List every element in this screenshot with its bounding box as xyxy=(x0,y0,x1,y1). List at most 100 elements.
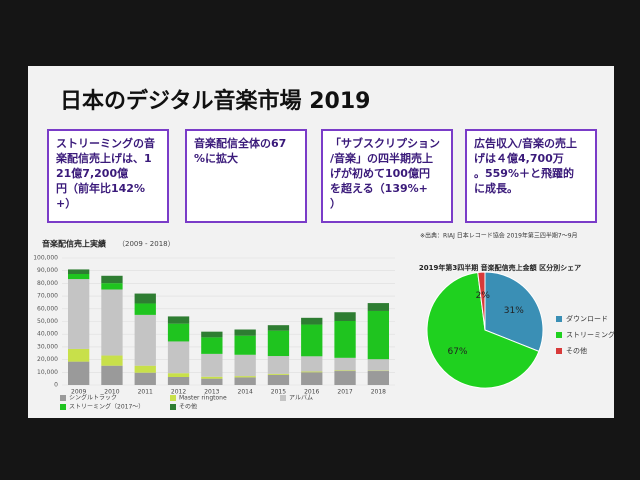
source: ※出典：RIAJ 日本レコード協会 2019年第三四半期7～9月 xyxy=(420,232,578,240)
legend-swatch xyxy=(556,316,562,322)
y-tick-label: 70,000 xyxy=(37,293,58,300)
bar-segment xyxy=(301,372,323,385)
bar-segment xyxy=(201,337,223,354)
chart-title: 音楽配信売上実績 xyxy=(42,239,106,249)
bar-segment xyxy=(301,371,323,373)
bar-segment xyxy=(267,330,290,357)
bar-segment xyxy=(301,324,323,357)
bar-segment xyxy=(167,316,190,324)
info-box xyxy=(185,129,307,223)
pie-label: 67% xyxy=(447,347,467,357)
bar-segment xyxy=(134,303,156,315)
y-tick-label: 80,000 xyxy=(37,280,58,287)
legend-swatch xyxy=(556,332,562,338)
legend-label: ストリーミング xyxy=(566,330,615,339)
bar-segment xyxy=(201,376,223,379)
x-tick-label: 2012 xyxy=(171,389,186,396)
info-text: ストリーミングの音楽配信売上げは、1 21億7,200億円（前年比142% +） xyxy=(55,136,155,210)
legend-label: Master ringtone xyxy=(179,395,227,402)
legend-swatch xyxy=(60,395,66,401)
bar-segment xyxy=(234,335,256,355)
bar-segment xyxy=(67,348,90,362)
chart-subtitle: （2009 - 2018） xyxy=(118,240,175,248)
legend-label: ストリーミング（2017～） xyxy=(69,403,144,411)
pie-title: 2019年第3四半期 音楽配信売上金額 区分別シェア xyxy=(419,263,581,272)
bar-segment xyxy=(167,341,190,374)
pie-slice xyxy=(484,271,544,353)
bar-segment xyxy=(334,320,356,358)
x-tick-label: 2013 xyxy=(204,389,219,396)
bar-segment xyxy=(67,279,90,349)
info-text: 広告収入/音楽の売上げは４億4,700万。559%＋と飛躍的に成長。 xyxy=(474,136,577,195)
bar-segment xyxy=(167,373,190,377)
bar-segment xyxy=(301,317,323,325)
y-tick-label: 50,000 xyxy=(37,318,58,325)
bar-segment xyxy=(367,371,390,385)
bar-segment xyxy=(101,283,123,290)
bar-segment xyxy=(167,376,190,385)
bar-segment xyxy=(201,378,223,385)
pie-slice xyxy=(477,271,486,331)
info-box xyxy=(321,129,453,223)
bar-segment xyxy=(101,365,123,385)
bar-segment xyxy=(201,331,223,338)
bar-segment xyxy=(267,374,290,385)
bar-segment xyxy=(134,372,156,385)
bar-segment xyxy=(334,312,356,321)
bar-segment xyxy=(234,376,256,378)
x-tick-label: 2015 xyxy=(271,389,286,396)
bar-segment xyxy=(134,293,156,304)
x-tick-label: 2010 xyxy=(104,389,119,396)
info-text: 音楽配信全体の67 %に拡大 xyxy=(194,136,286,165)
y-tick-label: 10,000 xyxy=(37,369,58,376)
x-tick-label: 2016 xyxy=(304,389,319,396)
y-tick-label: 30,000 xyxy=(37,343,58,350)
x-tick-label: 2017 xyxy=(337,389,352,396)
bar-segment xyxy=(334,371,356,385)
bar-segment xyxy=(367,303,390,311)
y-tick-label: 40,000 xyxy=(37,331,58,338)
bar-segment xyxy=(67,269,90,275)
pie-label: 2% xyxy=(476,291,491,301)
bar-segment xyxy=(101,355,123,366)
info-box xyxy=(465,129,597,223)
bar-segment xyxy=(334,357,356,371)
x-tick-label: 2018 xyxy=(371,389,386,396)
y-tick-label: 100,000 xyxy=(33,255,58,262)
bar-segment xyxy=(267,373,290,375)
bar-segment xyxy=(101,289,123,356)
legend-label: アルバム xyxy=(289,395,313,402)
pie-label: 31% xyxy=(504,306,524,316)
bar-segment xyxy=(167,323,190,342)
legend-label: その他 xyxy=(566,346,587,355)
legend-swatch xyxy=(556,348,562,354)
x-tick-label: 2009 xyxy=(71,389,86,396)
y-tick-label: 0 xyxy=(54,382,58,389)
bar-segment xyxy=(67,274,90,280)
bar-segment xyxy=(134,365,156,373)
bar-segment xyxy=(201,353,223,377)
legend-label: シングルトラック xyxy=(69,394,117,402)
bar-segment xyxy=(134,314,156,366)
x-tick-label: 2011 xyxy=(138,389,153,396)
bar-segment xyxy=(234,329,256,336)
bar-segment xyxy=(234,377,256,385)
y-tick-label: 20,000 xyxy=(37,356,58,363)
slide-title: 日本のデジタル音楽市場 2019 xyxy=(60,88,370,114)
legend-swatch xyxy=(170,404,176,410)
bar-segment xyxy=(367,359,390,371)
legend-swatch xyxy=(170,395,176,401)
legend-label: その他 xyxy=(179,403,197,411)
legend-label: ダウンロード xyxy=(566,314,608,323)
bar-segment xyxy=(67,361,90,385)
x-tick-label: 2014 xyxy=(238,389,253,396)
legend-swatch xyxy=(280,395,286,401)
info-box xyxy=(47,129,169,223)
info-text: 「サブスクリプション/音楽」の四半期売上げが初めて100億円を超える（139%+… xyxy=(330,136,440,210)
y-tick-label: 60,000 xyxy=(37,305,58,312)
bar-segment xyxy=(334,370,356,372)
legend-swatch xyxy=(60,404,66,410)
bar-segment xyxy=(367,310,390,360)
pie-slice xyxy=(426,271,540,389)
